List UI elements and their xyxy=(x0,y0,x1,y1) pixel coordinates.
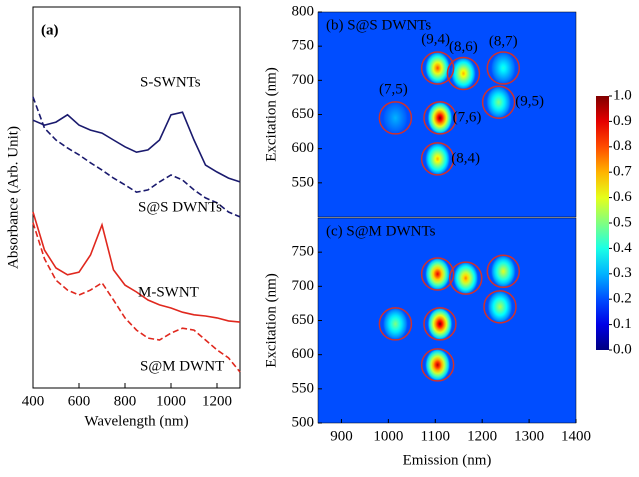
colorbar-tick-label: 0.3 xyxy=(613,265,632,281)
x-axis-label: Wavelength (nm) xyxy=(84,413,188,429)
chirality-label: (8,6) xyxy=(449,39,478,55)
peak-spot xyxy=(485,85,512,120)
y-tick-label: 700 xyxy=(292,278,315,294)
heatmap-layer xyxy=(382,254,517,382)
y-tick-label: 600 xyxy=(292,346,315,362)
colorbar-tick-label: 0.8 xyxy=(613,138,632,154)
series-label: M-SWNT xyxy=(138,284,199,300)
x-tick-label: 1200 xyxy=(202,393,232,409)
y-tick-label: 600 xyxy=(292,140,315,156)
peak-spot xyxy=(452,261,479,296)
chirality-circle xyxy=(420,257,455,291)
y-tick-label: 750 xyxy=(292,244,315,260)
chirality-label: (8,7) xyxy=(489,33,518,49)
chirality-circle xyxy=(486,51,521,85)
y-tick-label: 650 xyxy=(292,312,315,328)
peak-spot xyxy=(424,141,451,176)
colorbar-tick-label: 0.1 xyxy=(613,316,632,332)
colorbar-tick-label: 0.5 xyxy=(613,214,632,230)
series-label: S-SWNTs xyxy=(140,74,201,90)
panel-title: (b) S@S DWNTs xyxy=(326,17,431,33)
chirality-label: (8,4) xyxy=(451,150,480,166)
series-label: S@S DWNTs xyxy=(138,199,222,215)
y-axis-label: Excitation (nm) xyxy=(263,67,279,162)
absorbance-line xyxy=(32,211,241,323)
y-tick-label: 550 xyxy=(292,174,315,190)
chirality-circle xyxy=(483,290,517,324)
x-tick-label: 1400 xyxy=(561,428,591,444)
colorbar-tick-label: 0.0 xyxy=(613,341,632,357)
colorbar-tick-label: 0.4 xyxy=(613,240,632,256)
x-tick-label: 400 xyxy=(22,393,45,409)
peak-spot xyxy=(490,51,517,86)
series-label: S@M DWNT xyxy=(140,358,224,374)
y-tick-label: 700 xyxy=(292,72,315,88)
x-tick-label: 600 xyxy=(68,393,91,409)
x-tick-label: 1000 xyxy=(373,428,403,444)
x-tick-label: 800 xyxy=(114,393,137,409)
chirality-circle xyxy=(420,51,455,85)
chirality-circle xyxy=(481,85,516,119)
peak-spot xyxy=(490,254,517,289)
x-tick-label: 1200 xyxy=(467,428,497,444)
absorbance-line xyxy=(32,96,241,218)
colorbar-tick-label: 0.6 xyxy=(613,189,632,205)
peak-spot xyxy=(426,306,453,341)
heatmap-layer xyxy=(382,51,517,176)
colorbar-tick-label: 1.0 xyxy=(613,87,632,103)
x-axis-label: Emission (nm) xyxy=(403,452,492,468)
y-tick-label: 550 xyxy=(292,380,315,396)
peak-spot xyxy=(424,257,451,292)
chirality-circle xyxy=(378,101,413,135)
chirality-circle xyxy=(486,254,521,289)
peak-spot xyxy=(426,100,453,135)
peak-spot xyxy=(382,306,409,341)
y-tick-label: 750 xyxy=(292,38,315,54)
panel-title: (c) S@M DWNTs xyxy=(326,223,436,239)
absorbance-line xyxy=(32,111,241,183)
chirality-circle xyxy=(378,307,413,341)
y-tick-label: 650 xyxy=(292,106,315,122)
x-tick-label: 1000 xyxy=(156,393,186,409)
chirality-circle xyxy=(420,142,455,176)
chirality-label: (9,4) xyxy=(421,31,450,47)
y-axis-label: Excitation (nm) xyxy=(263,273,279,368)
y-tick-label: 800 xyxy=(292,3,315,19)
chirality-label: (7,6) xyxy=(453,109,482,125)
colorbar xyxy=(596,96,609,350)
chirality-label: (7,5) xyxy=(379,81,408,97)
chirality-circle xyxy=(446,56,481,91)
chirality-label: (9,5) xyxy=(515,94,544,110)
peak-spot xyxy=(487,289,514,324)
colorbar-tick-label: 0.9 xyxy=(613,113,632,129)
y-tick-label: 500 xyxy=(292,414,315,430)
peak-spot xyxy=(424,51,451,86)
peak-spot xyxy=(382,100,409,135)
chirality-circle xyxy=(423,101,457,135)
x-tick-label: 1100 xyxy=(421,428,450,444)
colorbar-tick-label: 0.7 xyxy=(613,164,632,180)
panel-label: (a) xyxy=(41,22,59,38)
absorbance-line xyxy=(32,222,241,373)
plot-frame xyxy=(32,6,241,389)
chirality-circle xyxy=(423,307,457,341)
chirality-circle xyxy=(420,348,455,382)
peak-spot xyxy=(424,347,451,382)
colorbar-tick-label: 0.2 xyxy=(613,291,632,307)
chirality-circle xyxy=(449,261,483,295)
x-tick-label: 900 xyxy=(330,428,353,444)
x-tick-label: 1300 xyxy=(514,428,544,444)
y-axis-label: Absorbance (Arb. Unit) xyxy=(5,126,21,269)
peak-spot xyxy=(450,56,477,91)
